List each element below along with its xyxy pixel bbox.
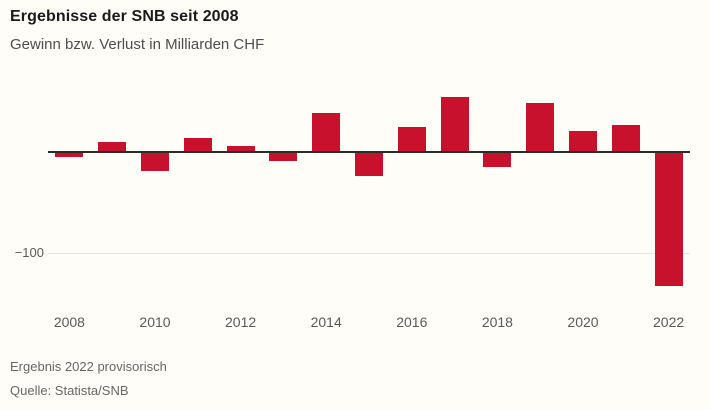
bar-2021	[611, 125, 640, 152]
bar-2008	[55, 152, 84, 157]
bar-2011	[183, 138, 212, 152]
bar-2019	[526, 102, 555, 152]
bar-2012	[226, 145, 255, 152]
x-tick-2022: 2022	[653, 314, 685, 330]
gridline-minus-100	[48, 253, 690, 254]
source-credit: Quelle: Statista/SNB	[10, 383, 129, 398]
x-tick-2008: 2008	[53, 314, 85, 330]
x-tick-2012: 2012	[225, 314, 257, 330]
x-tick-2014: 2014	[310, 314, 342, 330]
bar-2010	[141, 152, 169, 172]
bar-2016	[397, 127, 426, 152]
chart-footnote: Ergebnis 2022 provisorisch	[10, 359, 167, 374]
bar-2009	[98, 141, 127, 152]
x-tick-2018: 2018	[481, 314, 513, 330]
x-tick-2010: 2010	[139, 314, 171, 330]
bar-2015	[355, 152, 383, 176]
x-axis-zero-line	[48, 151, 690, 153]
bar-2022	[654, 152, 683, 286]
bar-2014	[312, 113, 341, 152]
chart-subtitle: Gewinn bzw. Verlust in Milliarden CHF	[10, 36, 265, 53]
y-axis-tick-label: −100	[14, 245, 44, 260]
bar-2020	[569, 130, 597, 152]
bar-2018	[483, 152, 512, 168]
x-tick-2020: 2020	[567, 314, 599, 330]
bar-2017	[440, 97, 469, 152]
x-tick-2016: 2016	[396, 314, 428, 330]
chart-title: Ergebnisse der SNB seit 2008	[10, 8, 239, 25]
bar-2013	[269, 152, 298, 162]
